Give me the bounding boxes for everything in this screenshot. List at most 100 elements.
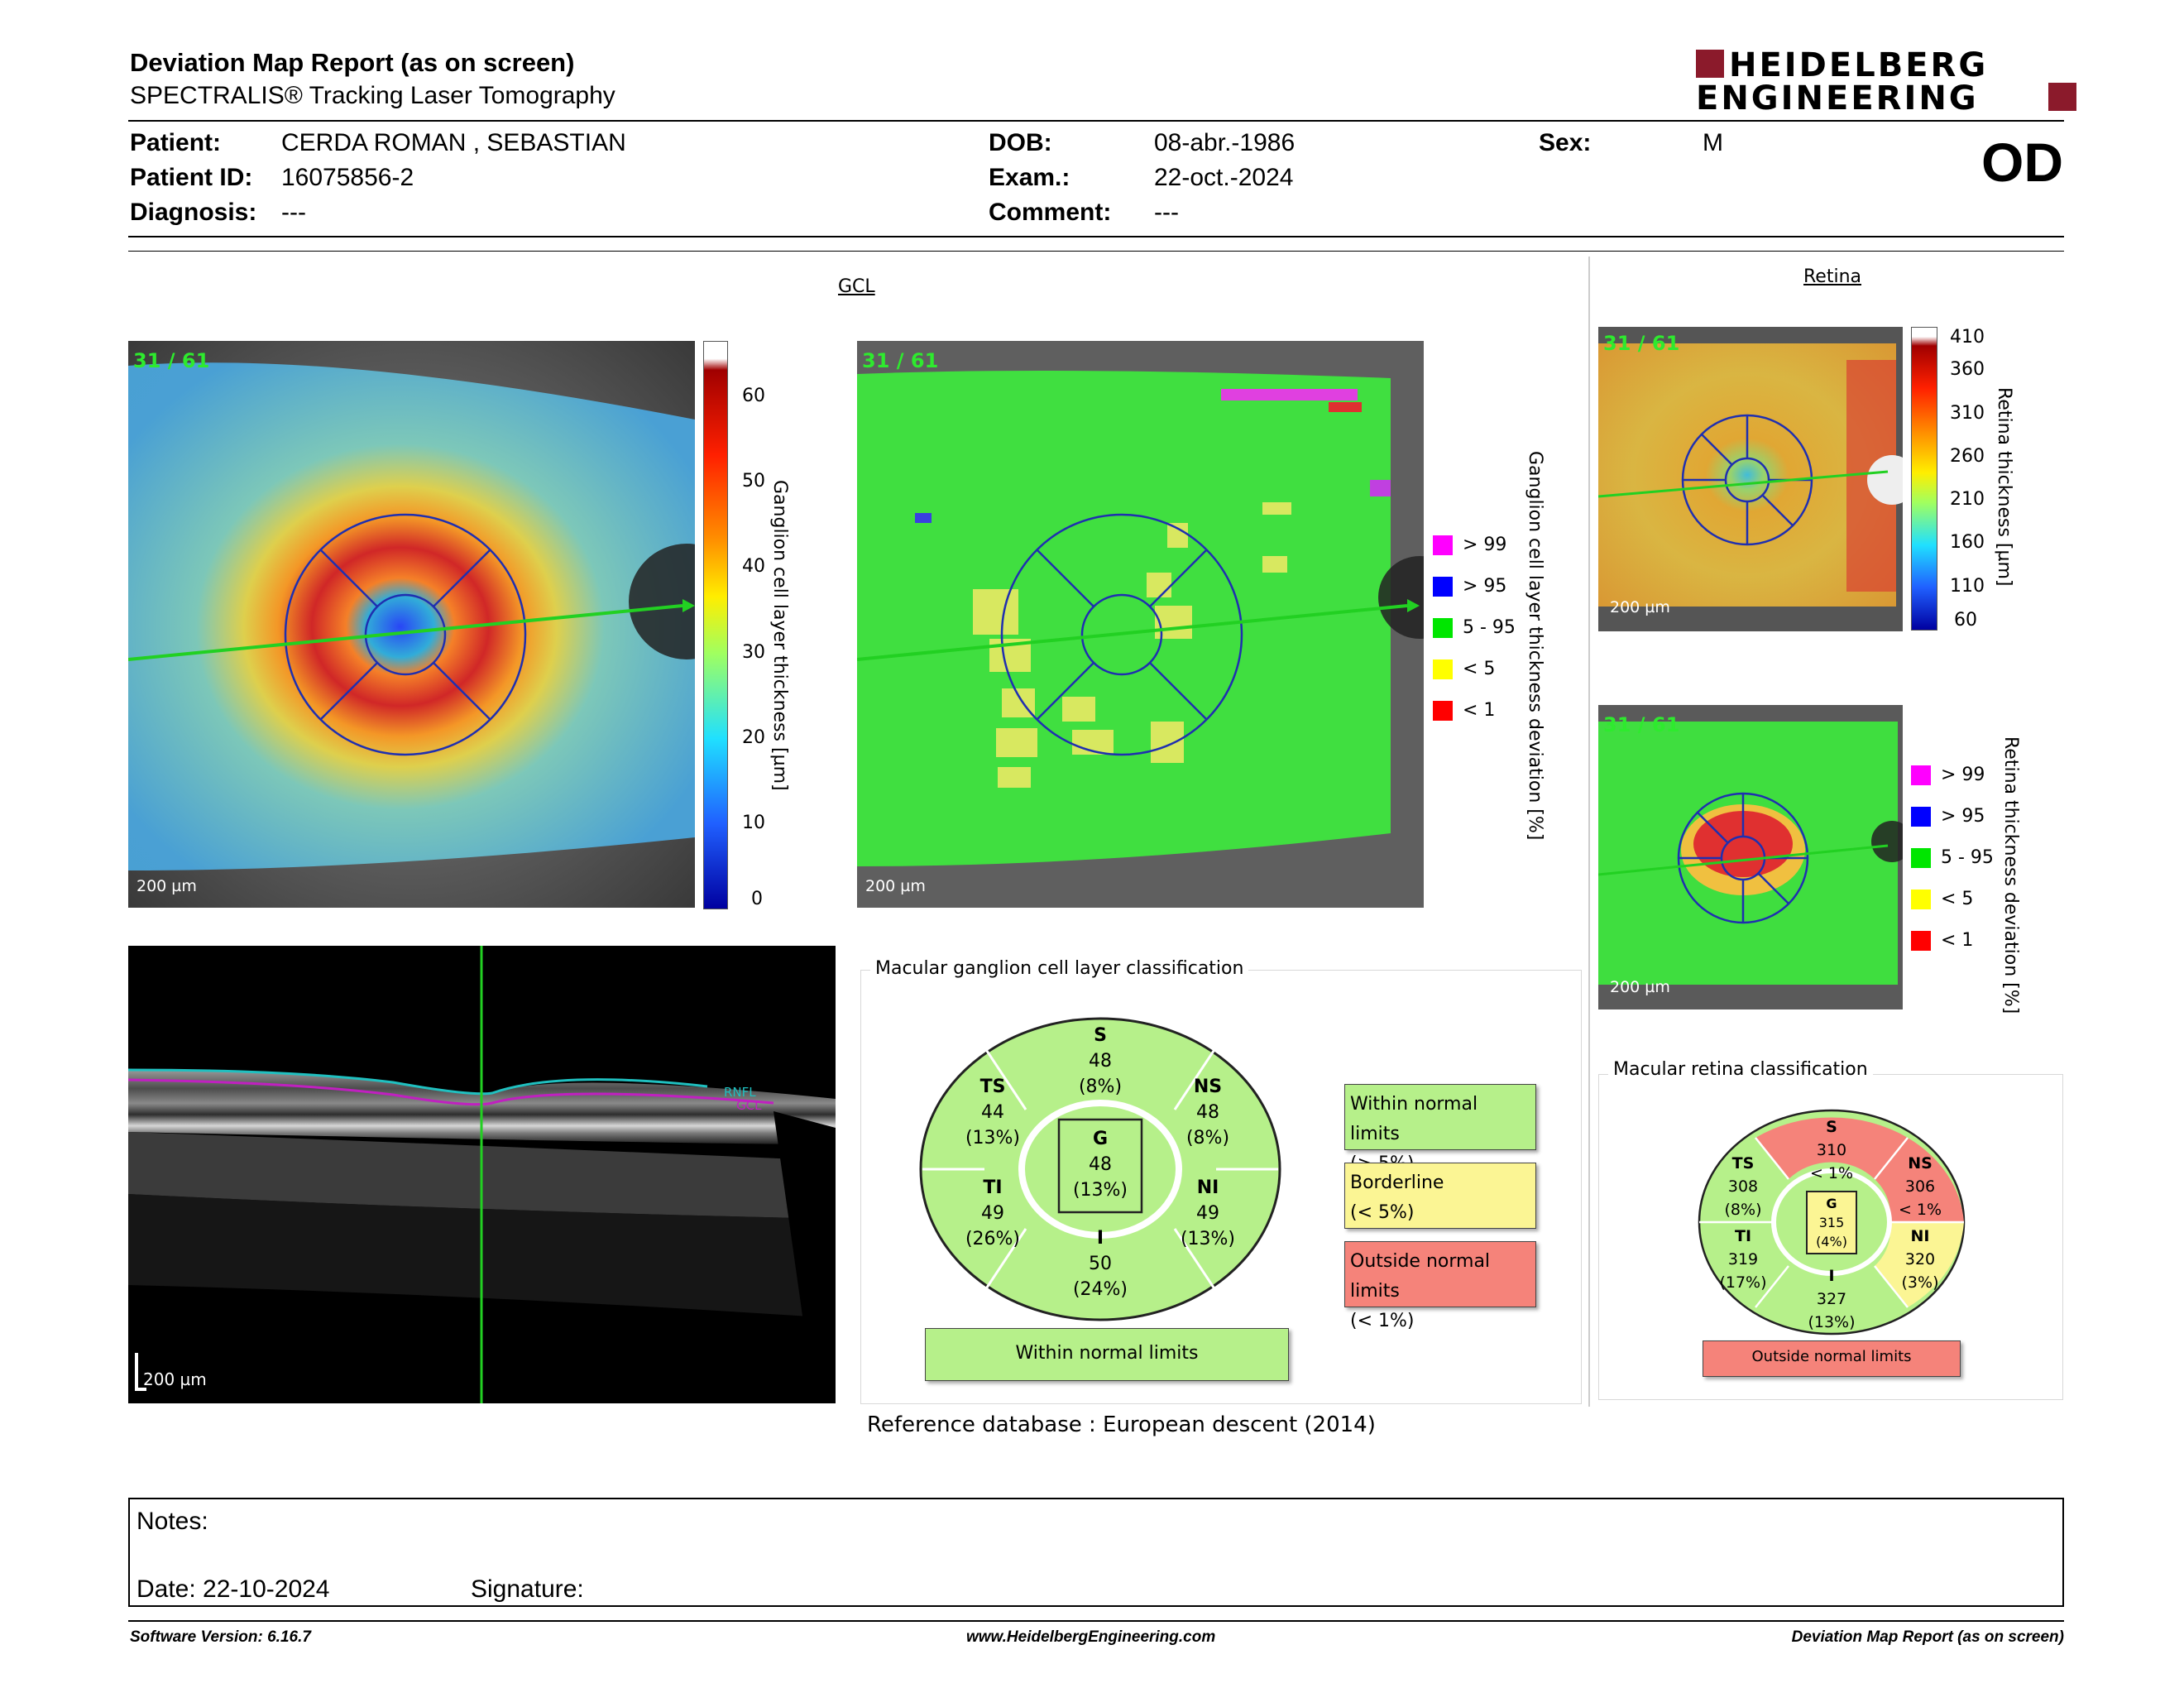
gcl-scale-label: 200 µm <box>136 877 197 895</box>
legend-swatch <box>1911 930 1931 951</box>
exam-label: Exam.: <box>989 164 1070 191</box>
retina-tick: 410 <box>1950 327 1985 348</box>
gcl-tick: 20 <box>742 727 765 748</box>
signature-label: Signature: <box>471 1575 584 1603</box>
gcl-legend-item: 5 - 95 <box>1433 617 1516 638</box>
retina-sector-ns: NS 306 < 1% <box>1898 1154 1942 1219</box>
legend-swatch <box>1433 576 1453 597</box>
info-divider-1 <box>128 236 2064 237</box>
scale-bar <box>135 1353 138 1391</box>
gcl-sector-ts: TS 44 (13%) <box>965 1077 1021 1149</box>
retina-legend-item: < 1 <box>1911 930 1973 951</box>
retina-sector-chart: S 310 < 1% TS 308 (8%) NS 306 < 1% G 315 (4%) TI… <box>1698 1109 1966 1336</box>
date-label: Date: 22-10-2024 <box>136 1575 330 1603</box>
retina-legend-item: > 95 <box>1911 806 1985 827</box>
gcl-legend-item: > 95 <box>1433 576 1506 597</box>
retina-sector-ti: TI 319 (17%) <box>1719 1227 1767 1292</box>
gcl-thickness-axis-label: Ganglion cell layer thickness [µm] <box>769 480 790 791</box>
gcl-deviation-axis-label: Ganglion cell layer thickness deviation … <box>1525 451 1545 841</box>
retina-deviation-map[interactable]: 31 / 61 200 µm <box>1598 705 1903 1009</box>
retina-dev-scale-label: 200 µm <box>1610 978 1670 996</box>
gcl-tick: 30 <box>742 642 765 663</box>
eye-indicator: OD <box>1981 132 2063 193</box>
patient-id-label: Patient ID: <box>130 164 253 191</box>
retina-legend-item: < 5 <box>1911 889 1973 909</box>
key-outside-normal: Outside normal limits (< 1%) <box>1344 1241 1536 1331</box>
retina-legend-item: 5 - 95 <box>1911 847 1994 868</box>
retina-deviation-axis-label: Retina thickness deviation [%] <box>2000 736 2021 1014</box>
sex-value: M <box>1703 129 1723 156</box>
gcl-result-badge: Within normal limits <box>925 1328 1289 1381</box>
legend-swatch <box>1911 889 1931 909</box>
gcl-legend-item: < 1 <box>1433 700 1495 721</box>
logo-line1: HEIDELBERG <box>1729 46 1988 84</box>
oct-bscan[interactable]: RNFL GCL 200 µm <box>128 946 836 1403</box>
key-within-normal: Within normal limits(> 5%) <box>1344 1084 1536 1174</box>
website-link[interactable]: www.HeidelbergEngineering.com <box>966 1628 1216 1646</box>
gcl-tick: 50 <box>742 471 765 492</box>
retina-sector-s: S 310 < 1% <box>1809 1118 1854 1182</box>
retina-frame-label: 31 / 61 <box>1603 332 1680 355</box>
gcl-deviation-map[interactable]: 31 / 61 200 µm <box>857 341 1424 908</box>
retina-sector-g: G 315 (4%) <box>1816 1196 1847 1249</box>
legend-swatch <box>1911 806 1931 827</box>
exam-value: 22-oct.-2024 <box>1154 164 1294 191</box>
reference-database: Reference database : European descent (2… <box>867 1412 1376 1437</box>
dob-value: 08-abr.-1986 <box>1154 129 1296 156</box>
retina-tick: 210 <box>1950 489 1985 510</box>
section-divider <box>1588 257 1590 1407</box>
retina-legend-item: > 99 <box>1911 765 1985 785</box>
retina-thickness-axis-label: Retina thickness [µm] <box>1994 387 2014 587</box>
logo-line2: ENGINEERING <box>1696 79 1979 116</box>
heidelberg-logo: HEIDELBERG ENGINEERING <box>1696 46 2076 117</box>
header-divider <box>128 120 2064 122</box>
legend-swatch <box>1911 847 1931 868</box>
gcl-legend-item: > 99 <box>1433 535 1506 555</box>
gcl-tick: 40 <box>742 556 765 577</box>
diagnosis-label: Diagnosis: <box>130 199 257 226</box>
report-title: Deviation Map Report (as on screen) <box>130 48 575 77</box>
retina-tick: 60 <box>1954 610 1977 631</box>
gcl-layer-label: GCL <box>736 1098 762 1113</box>
retina-thickness-map[interactable]: 31 / 61 200 µm <box>1598 327 1903 631</box>
retina-sector-ts: TS 308 (8%) <box>1724 1154 1762 1219</box>
gcl-thickness-map[interactable]: 31 / 61 200 µm <box>128 341 695 908</box>
retina-tick: 260 <box>1950 446 1985 467</box>
retina-tick: 360 <box>1950 359 1985 380</box>
retina-result-badge: Outside normal limits <box>1703 1340 1961 1377</box>
retina-section-title: Retina <box>1803 266 1861 287</box>
gcl-thickness-colorbar <box>703 341 728 909</box>
retina-tick: 310 <box>1950 403 1985 424</box>
legend-swatch <box>1433 535 1453 555</box>
info-divider-2 <box>128 251 2064 252</box>
gcl-dev-frame-label: 31 / 61 <box>862 349 939 372</box>
gcl-tick: 10 <box>742 813 765 833</box>
footer-report-title: Deviation Map Report (as on screen) <box>1791 1628 2064 1646</box>
dob-label: DOB: <box>989 129 1052 156</box>
comment-value: --- <box>1154 199 1179 226</box>
retina-scale-label: 200 µm <box>1610 598 1670 616</box>
notes-box[interactable]: Notes: Date: 22-10-2024 Signature: <box>128 1498 2064 1607</box>
gcl-sector-i: I 50 (24%) <box>1072 1228 1128 1300</box>
retina-dev-frame-label: 31 / 61 <box>1603 713 1680 736</box>
gcl-tick: 0 <box>751 889 763 909</box>
patient-id: 16075856-2 <box>281 164 414 191</box>
retina-thickness-colorbar <box>1911 327 1937 631</box>
retina-tick: 160 <box>1950 532 1985 553</box>
patient-name: CERDA ROMAN , SEBASTIAN <box>281 129 626 156</box>
sex-label: Sex: <box>1539 129 1592 156</box>
gcl-sector-ns: NS 48 (8%) <box>1185 1077 1230 1149</box>
gcl-sector-g: G 48 (13%) <box>1072 1129 1128 1201</box>
retina-tick: 110 <box>1950 576 1985 597</box>
scale-bar-foot <box>135 1388 146 1391</box>
diagnosis-value: --- <box>281 199 306 226</box>
gcl-sector-ti: TI 49 (26%) <box>965 1177 1021 1249</box>
retina-sector-ni: NI 320 (3%) <box>1901 1227 1939 1292</box>
gcl-legend-item: < 5 <box>1433 659 1495 679</box>
retina-sector-i: I 327 (13%) <box>1808 1267 1856 1331</box>
notes-label: Notes: <box>136 1508 208 1535</box>
bscan-scale-label: 200 µm <box>143 1369 207 1389</box>
gcl-sector-s: S 48 (8%) <box>1078 1025 1123 1097</box>
gcl-tick: 60 <box>742 386 765 406</box>
legend-swatch <box>1433 617 1453 638</box>
